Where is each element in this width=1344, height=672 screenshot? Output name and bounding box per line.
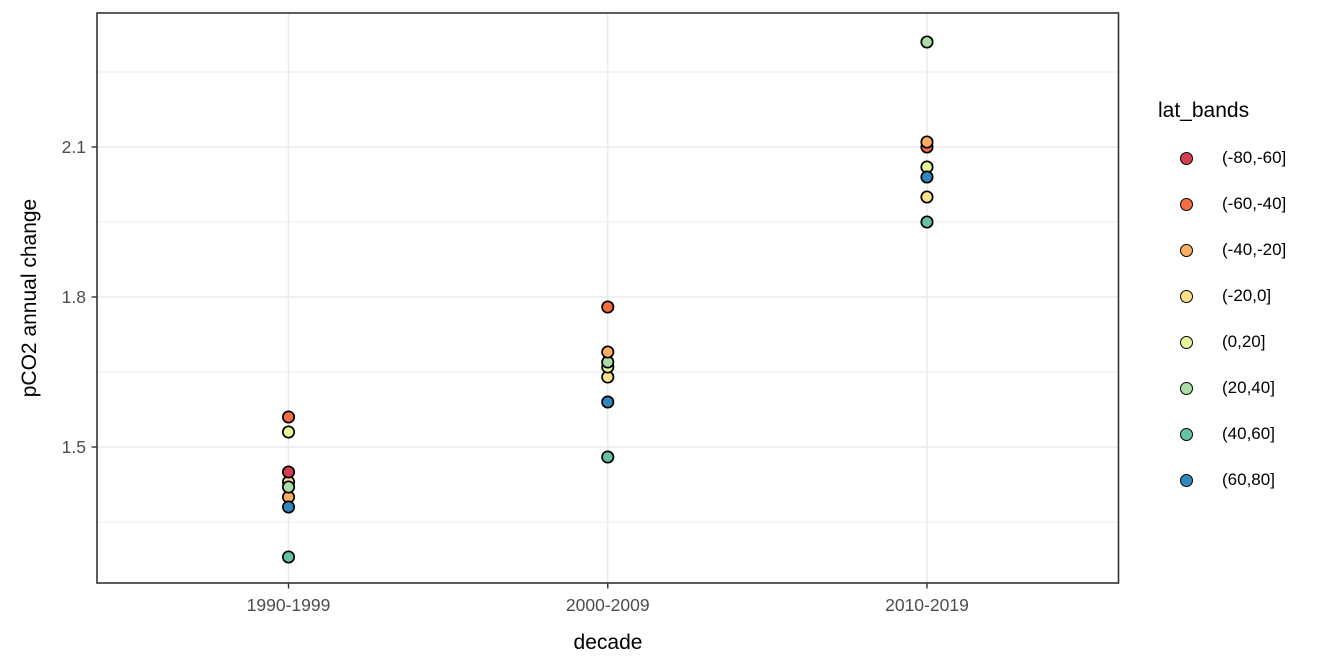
x-axis-title: decade — [573, 631, 643, 654]
legend-swatch-icon — [1180, 197, 1193, 211]
legend-item: (20,40] — [1158, 365, 1286, 411]
data-point — [601, 450, 615, 464]
y-tick-label: 2.1 — [62, 137, 86, 157]
data-point — [920, 215, 934, 229]
legend-label: (-60,-40] — [1222, 194, 1287, 213]
data-point — [920, 170, 934, 184]
legend-item: (-20,0] — [1158, 273, 1286, 319]
legend-label: (-80,-60] — [1222, 148, 1287, 167]
legend-item: (0,20] — [1158, 319, 1286, 365]
legend-swatch-icon — [1180, 151, 1193, 165]
data-point — [281, 500, 296, 514]
legend-label: (40,60] — [1222, 424, 1275, 443]
legend-item: (-40,-20] — [1158, 227, 1286, 273]
data-point — [281, 425, 296, 439]
legend-label: (-20,0] — [1222, 286, 1272, 305]
data-point — [281, 410, 296, 424]
data-point — [920, 35, 934, 49]
legend-swatch-icon — [1180, 427, 1193, 441]
data-point — [281, 550, 296, 564]
legend-label: (0,20] — [1222, 332, 1266, 351]
legend: lat_bands (-80,-60] (-60,-40] (-40,-20] (-2… — [1158, 98, 1286, 503]
data-point — [920, 190, 934, 204]
legend-swatch-icon — [1180, 335, 1193, 349]
legend-item: (-80,-60] — [1158, 135, 1286, 181]
legend-label: (-40,-20] — [1222, 240, 1287, 259]
legend-title: lat_bands — [1158, 99, 1250, 122]
x-tick-label: 2010-2019 — [885, 595, 969, 615]
y-axis-title: pCO2 annual change — [18, 198, 41, 398]
legend-swatch-icon — [1180, 243, 1193, 257]
legend-label: (20,40] — [1222, 378, 1275, 397]
legend-swatch-icon — [1180, 289, 1193, 303]
y-tick-label: 1.8 — [62, 287, 86, 307]
data-point — [601, 345, 615, 359]
legend-items: (-80,-60] (-60,-40] (-40,-20] (-20,0] (0,20]… — [1158, 135, 1286, 503]
legend-item: (-60,-40] — [1158, 181, 1286, 227]
legend-item: (40,60] — [1158, 411, 1286, 457]
data-point — [281, 465, 296, 479]
y-tick-label: 1.5 — [62, 437, 86, 457]
legend-swatch-icon — [1180, 381, 1193, 395]
x-tick-label: 1990-1999 — [247, 595, 331, 615]
data-point — [920, 135, 934, 149]
data-point — [601, 300, 615, 314]
legend-label: (60,80] — [1222, 470, 1275, 489]
legend-item: (60,80] — [1158, 457, 1286, 503]
data-point — [281, 480, 296, 494]
data-point — [601, 395, 615, 409]
x-tick-label: 2000-2009 — [566, 595, 650, 615]
legend-swatch-icon — [1180, 473, 1193, 487]
